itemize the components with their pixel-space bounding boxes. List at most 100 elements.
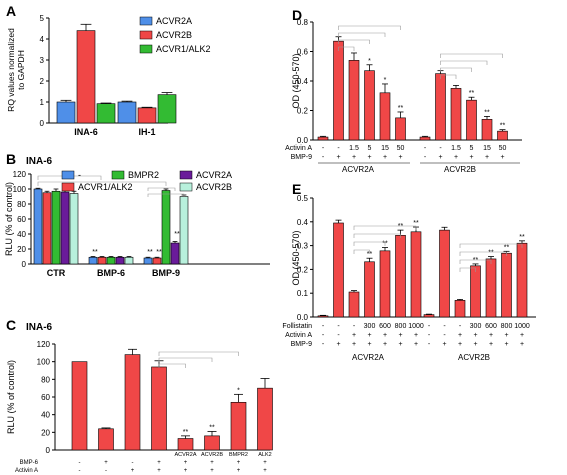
e-bar bbox=[317, 315, 329, 318]
d-activin-value: 1.5 bbox=[451, 145, 461, 152]
panel-label-e: E bbox=[292, 181, 301, 197]
d-bar bbox=[450, 88, 462, 141]
d-activin-value: 50 bbox=[499, 145, 507, 152]
a-bar bbox=[137, 107, 157, 124]
c-bracket bbox=[158, 351, 239, 356]
b-ytick-label: 0 bbox=[22, 260, 27, 269]
c-activin-sign: + bbox=[184, 468, 188, 474]
b-sig-marker: ** bbox=[147, 249, 153, 256]
e-follistatin-value: 1000 bbox=[514, 323, 530, 330]
e-bracket bbox=[353, 249, 370, 254]
b-legend-1-label: ACVR1/ALK2 bbox=[78, 182, 133, 192]
b-bar bbox=[152, 257, 162, 265]
d-activin-value: - bbox=[337, 145, 340, 152]
d-sig-marker: * bbox=[368, 58, 371, 65]
c-sig-marker: * bbox=[237, 387, 240, 394]
d-bmp9-sign: - bbox=[424, 154, 427, 161]
e-follistatin-value: 300 bbox=[470, 323, 482, 330]
b-bracket bbox=[147, 193, 185, 197]
a-ytick-label: 3 bbox=[40, 56, 45, 65]
d-bar bbox=[395, 117, 406, 141]
e-bracket bbox=[459, 267, 476, 272]
d-sig-marker: ** bbox=[398, 105, 404, 112]
b-bracket bbox=[147, 187, 176, 191]
b-ytick-label: 120 bbox=[13, 170, 27, 179]
d-row-label-activin: Activin A bbox=[285, 145, 312, 152]
e-bracket bbox=[459, 259, 492, 264]
d-bar bbox=[364, 70, 375, 141]
b-sig-marker: ** bbox=[92, 249, 98, 256]
panel-e: 0.0 0.1 0.2 0.3 0.4 0.5 OD (450-570) - - - - - + - + + *… bbox=[282, 194, 536, 362]
c-bmp6-sign: + bbox=[184, 460, 188, 466]
e-activin-sign: + bbox=[383, 332, 387, 339]
a-ytick-label: 4 bbox=[40, 35, 45, 44]
b-ytick-label: 80 bbox=[17, 200, 26, 209]
d-bmp9-sign: - bbox=[322, 154, 325, 161]
c-row-label-activin: Activin A bbox=[15, 468, 38, 474]
e-follistatin-value: 300 bbox=[364, 323, 376, 330]
e-bracket bbox=[353, 225, 417, 230]
c-bmp6-sign: + bbox=[210, 460, 214, 466]
d-bracket bbox=[440, 74, 457, 79]
e-follistatin-value: 800 bbox=[395, 323, 407, 330]
d-ytick-label: 0.4 bbox=[297, 77, 309, 86]
e-bar bbox=[485, 258, 497, 318]
a-ylabel-line2: to GAPDH bbox=[16, 50, 26, 90]
b-bar bbox=[33, 188, 43, 265]
d-bar bbox=[317, 136, 329, 141]
d-sig-marker: ** bbox=[484, 109, 490, 116]
b-ytick-label: 60 bbox=[17, 215, 26, 224]
e-bmp9-sign: + bbox=[414, 341, 418, 348]
d-activin-value: 5 bbox=[368, 145, 372, 152]
c-ylabel: RLU (% of control) bbox=[6, 360, 16, 434]
c-bracket bbox=[158, 363, 186, 368]
b-legend-4-label: ACVR2B bbox=[196, 182, 232, 192]
a-legend-0-swatch bbox=[139, 16, 153, 26]
e-activin-sign: + bbox=[352, 332, 356, 339]
e-follistatin-value: - bbox=[337, 323, 340, 330]
e-activin-sign: - bbox=[428, 332, 431, 339]
e-sig-marker: ** bbox=[367, 251, 373, 258]
c-activin-sign: + bbox=[157, 468, 161, 474]
e-follistatin-value: - bbox=[428, 323, 431, 330]
b-bar bbox=[124, 256, 134, 265]
e-bmp9-sign: - bbox=[322, 341, 325, 348]
e-bmp9-sign: + bbox=[367, 341, 371, 348]
b-sig-marker: ** bbox=[174, 231, 180, 238]
e-activin-sign: + bbox=[367, 332, 371, 339]
e-bmp9-sign: + bbox=[458, 341, 462, 348]
a-bar bbox=[56, 101, 76, 124]
e-bmp9-sign: + bbox=[352, 341, 356, 348]
b-bar bbox=[42, 192, 52, 265]
b-category-label: CTR bbox=[47, 268, 66, 278]
b-ylabel: RLU (% of control) bbox=[4, 182, 14, 256]
d-bmp9-sign: + bbox=[367, 154, 371, 161]
panel-b: INA-6 0 20 40 60 80 100 120 RLU (% of control) CT… bbox=[4, 156, 270, 278]
e-follistatin-value: 600 bbox=[379, 323, 391, 330]
c-activin-sign: - bbox=[79, 468, 81, 474]
b-legend-0-label: - bbox=[78, 170, 81, 180]
d-activin-value: - bbox=[424, 145, 427, 152]
d-bmp9-sign: + bbox=[469, 154, 473, 161]
c-treatment-label: ACVR2B bbox=[201, 452, 223, 458]
b-bar bbox=[60, 191, 70, 265]
d-bracket bbox=[338, 25, 401, 30]
c-activin-sign: + bbox=[237, 468, 241, 474]
e-follistatin-value: - bbox=[322, 323, 325, 330]
e-sig-marker: ** bbox=[488, 250, 494, 257]
e-ylabel: OD (450-570) bbox=[291, 230, 301, 285]
e-bracket bbox=[459, 243, 523, 248]
c-ytick-label: 80 bbox=[41, 375, 50, 384]
e-group-label: ACVR2A bbox=[352, 353, 385, 362]
e-follistatin-value: 800 bbox=[501, 323, 513, 330]
e-bar bbox=[470, 265, 481, 318]
a-legend-2-label: ACVR1/ALK2 bbox=[156, 44, 211, 54]
d-bar bbox=[348, 60, 360, 141]
e-bmp9-sign: + bbox=[398, 341, 402, 348]
d-activin-value: 1.5 bbox=[349, 145, 359, 152]
e-bracket bbox=[353, 233, 401, 238]
c-bmp6-sign: - bbox=[79, 460, 81, 466]
d-ytick-label: 0.0 bbox=[297, 136, 309, 145]
e-ytick-label: 0.1 bbox=[297, 289, 309, 298]
e-bar bbox=[501, 252, 512, 318]
